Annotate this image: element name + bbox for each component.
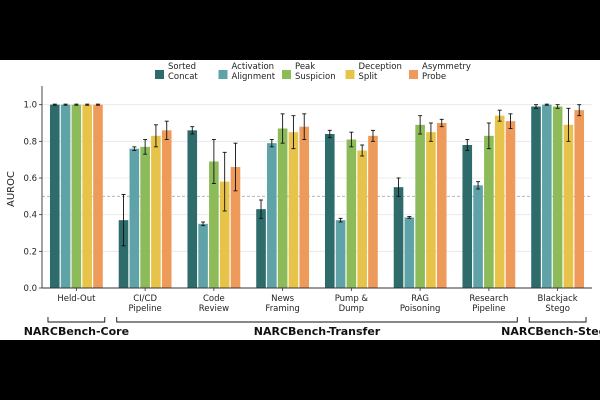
y-tick-label-0: 0.0 bbox=[23, 284, 37, 294]
x-tick-label-6: Research Pipeline bbox=[469, 294, 508, 314]
bar-0-2 bbox=[71, 104, 82, 288]
legend-label-1: Activation Alignment bbox=[232, 62, 276, 82]
x-tick-label-7: Blackjack Stego bbox=[538, 294, 578, 314]
bar-7-2 bbox=[552, 106, 563, 288]
legend-swatch-3 bbox=[345, 70, 355, 79]
bar-4-0 bbox=[324, 134, 335, 288]
bar-3-2 bbox=[277, 128, 288, 288]
bar-7-3 bbox=[563, 124, 574, 288]
legend-label-4: Asymmetry Probe bbox=[422, 62, 471, 82]
bar-7-0 bbox=[531, 106, 541, 288]
bar-6-3 bbox=[494, 115, 505, 288]
legend-swatch-4 bbox=[409, 70, 418, 79]
legend-label-3: Deception Split bbox=[359, 62, 402, 82]
legend-label-2: Peak Suspicion bbox=[295, 62, 336, 82]
y-tick-label-2: 0.4 bbox=[23, 211, 37, 221]
bar-4-2 bbox=[346, 139, 357, 288]
bar-5-0 bbox=[393, 187, 404, 288]
y-tick-label-3: 0.6 bbox=[23, 174, 37, 184]
y-tick-label-5: 1.0 bbox=[23, 101, 37, 111]
bar-5-1 bbox=[404, 217, 415, 288]
x-tick-label-4: Pump & Dump bbox=[335, 294, 369, 314]
bar-0-1 bbox=[60, 104, 71, 288]
bar-0-0 bbox=[49, 104, 60, 288]
bar-5-4 bbox=[436, 123, 447, 288]
legend-swatch-0 bbox=[155, 70, 164, 79]
bar-3-3 bbox=[288, 132, 299, 288]
y-tick-label-4: 0.8 bbox=[23, 137, 37, 147]
x-tick-label-3: News Framing bbox=[265, 294, 299, 314]
bar-2-3 bbox=[219, 181, 230, 288]
bar-3-4 bbox=[299, 126, 310, 289]
x-tick-label-2: Code Review bbox=[199, 294, 229, 314]
bar-1-4 bbox=[161, 130, 172, 288]
bar-7-1 bbox=[542, 104, 552, 288]
group-bracket-1 bbox=[116, 317, 518, 323]
bar-2-1 bbox=[198, 223, 208, 288]
bar-1-3 bbox=[151, 135, 161, 288]
bar-5-3 bbox=[426, 132, 436, 288]
x-tick-label-0: Held-Out bbox=[57, 294, 96, 304]
legend-swatch-2 bbox=[282, 70, 291, 79]
bar-6-0 bbox=[462, 145, 473, 288]
bar-3-0 bbox=[256, 209, 266, 288]
bar-6-2 bbox=[484, 135, 494, 288]
y-tick-label-1: 0.2 bbox=[23, 247, 37, 257]
bar-1-1 bbox=[129, 148, 140, 288]
y-axis-label: AUROC bbox=[6, 171, 17, 207]
bar-4-3 bbox=[357, 150, 367, 288]
legend-label-0: Sorted Concat bbox=[168, 62, 198, 82]
group-bracket-0 bbox=[47, 317, 106, 323]
group-bracket-2 bbox=[528, 317, 587, 323]
bar-chart: 0.0 0.2 0.4 0.6 0.8 1.0 AUROC Held-Out CI/CD Pipe… bbox=[6, 62, 600, 338]
bar-2-0 bbox=[187, 130, 198, 288]
x-tick-label-5: RAG Poisoning bbox=[400, 294, 441, 314]
bar-2-2 bbox=[209, 161, 219, 288]
figure: 0.0 0.2 0.4 0.6 0.8 1.0 AUROC Held-Out CI/CD Pipe… bbox=[0, 60, 600, 340]
bar-0-4 bbox=[93, 104, 103, 288]
bar-4-1 bbox=[335, 220, 346, 288]
group-label-0: NARCBench-Core bbox=[24, 325, 129, 338]
bar-6-4 bbox=[505, 121, 516, 288]
bar-6-1 bbox=[473, 185, 483, 288]
bar-7-4 bbox=[574, 110, 585, 288]
bar-2-4 bbox=[230, 167, 241, 288]
bar-1-0 bbox=[118, 220, 129, 288]
x-tick-label-1: CI/CD Pipeline bbox=[128, 294, 161, 314]
group-label-2: NARCBench-Stego bbox=[501, 325, 600, 338]
bar-0-3 bbox=[82, 104, 92, 288]
bar-3-1 bbox=[267, 143, 277, 288]
bar-4-4 bbox=[368, 135, 378, 288]
bar-1-2 bbox=[140, 146, 150, 288]
bar-5-2 bbox=[415, 124, 425, 288]
legend-swatch-1 bbox=[218, 70, 228, 79]
group-label-1: NARCBench-Transfer bbox=[254, 325, 381, 338]
